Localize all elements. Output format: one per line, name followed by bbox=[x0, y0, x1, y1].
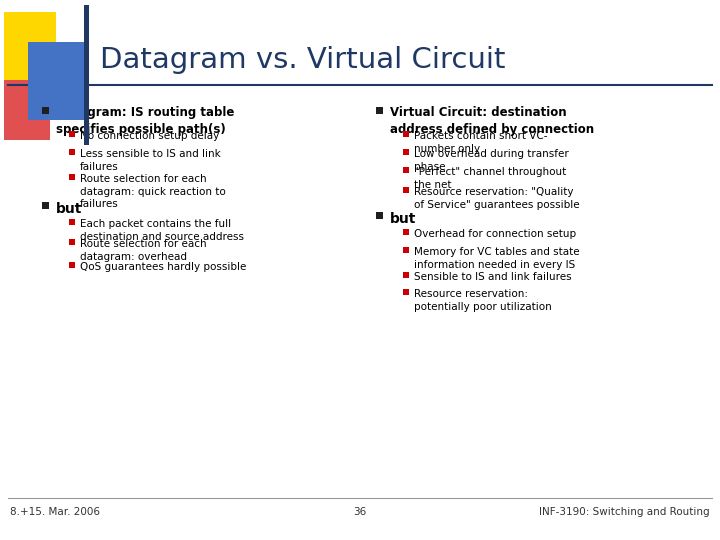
Text: No connection setup delay: No connection setup delay bbox=[80, 131, 220, 141]
Bar bbox=[42, 201, 48, 208]
Bar bbox=[69, 239, 75, 245]
Bar bbox=[403, 289, 409, 295]
Text: Datagram vs. Virtual Circuit: Datagram vs. Virtual Circuit bbox=[100, 46, 505, 74]
Bar bbox=[4, 78, 50, 140]
Bar bbox=[4, 12, 56, 80]
Text: 36: 36 bbox=[354, 507, 366, 517]
Bar bbox=[69, 131, 75, 137]
Text: but: but bbox=[56, 202, 82, 216]
Bar bbox=[69, 149, 75, 155]
Bar bbox=[42, 106, 48, 113]
Bar bbox=[376, 212, 382, 219]
Text: 8.+15. Mar. 2006: 8.+15. Mar. 2006 bbox=[10, 507, 100, 517]
Bar bbox=[403, 230, 409, 235]
Bar bbox=[69, 219, 75, 225]
Text: QoS guarantees hardly possible: QoS guarantees hardly possible bbox=[80, 262, 246, 272]
Text: Memory for VC tables and state
information needed in every IS: Memory for VC tables and state informati… bbox=[414, 247, 580, 269]
Bar bbox=[69, 174, 75, 180]
Text: Less sensible to IS and link
failures: Less sensible to IS and link failures bbox=[80, 149, 221, 172]
Text: Resource reservation: "Quality
of Service" guarantees possible: Resource reservation: "Quality of Servic… bbox=[414, 187, 580, 210]
Bar bbox=[403, 167, 409, 173]
Bar bbox=[28, 42, 88, 120]
Text: Resource reservation:
potentially poor utilization: Resource reservation: potentially poor u… bbox=[414, 289, 552, 312]
Text: Each packet contains the full
destination and source address: Each packet contains the full destinatio… bbox=[80, 219, 244, 241]
Text: Packets contain short VC-
number only: Packets contain short VC- number only bbox=[414, 131, 547, 153]
Bar bbox=[403, 187, 409, 193]
Bar bbox=[69, 262, 75, 268]
Text: INF-3190: Switching and Routing: INF-3190: Switching and Routing bbox=[539, 507, 710, 517]
Text: "Perfect" channel throughout
the net: "Perfect" channel throughout the net bbox=[414, 167, 566, 190]
Text: Virtual Circuit: destination
address defined by connection: Virtual Circuit: destination address def… bbox=[390, 106, 594, 136]
Text: Overhead for connection setup: Overhead for connection setup bbox=[414, 229, 576, 239]
Text: Route selection for each
datagram: quick reaction to
failures: Route selection for each datagram: quick… bbox=[80, 174, 226, 209]
Text: Sensible to IS and link failures: Sensible to IS and link failures bbox=[414, 272, 572, 282]
Text: Route selection for each
datagram: overhead: Route selection for each datagram: overh… bbox=[80, 239, 207, 261]
Text: but: but bbox=[390, 212, 416, 226]
Bar bbox=[403, 247, 409, 253]
Bar bbox=[403, 149, 409, 155]
Text: Datagram: IS routing table
specifies possible path(s): Datagram: IS routing table specifies pos… bbox=[56, 106, 235, 136]
Bar bbox=[403, 131, 409, 137]
Text: Low overhead during transfer
phase: Low overhead during transfer phase bbox=[414, 149, 569, 172]
Bar bbox=[376, 106, 382, 113]
Bar bbox=[84, 5, 89, 145]
Bar bbox=[403, 272, 409, 278]
